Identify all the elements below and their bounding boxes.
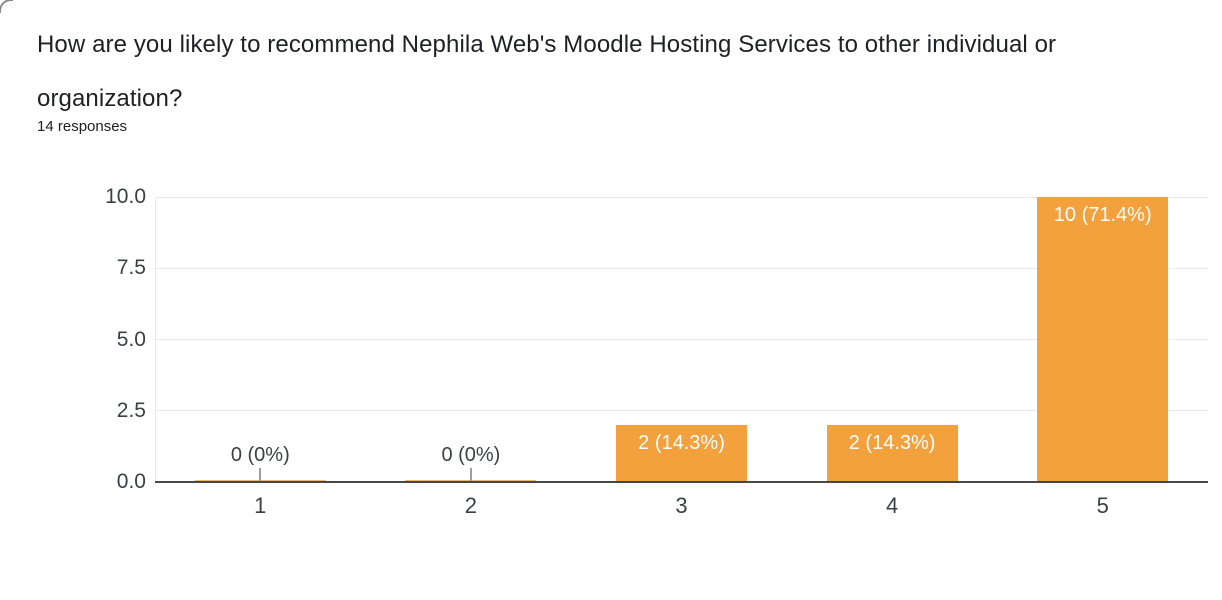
y-tick-label: 10.0	[105, 185, 146, 208]
x-axis-baseline	[155, 481, 1208, 483]
plot-area-left-border	[155, 197, 156, 482]
x-tick-label: 3	[675, 493, 688, 518]
annotation-leader-line	[259, 468, 262, 481]
card-rounded-corner	[0, 0, 13, 13]
x-tick-label: 5	[1096, 493, 1109, 518]
bar-value-label: 2 (14.3%)	[848, 432, 936, 454]
y-tick-label: 2.5	[116, 398, 146, 422]
bar[interactable]	[826, 425, 958, 482]
gridline	[155, 267, 1208, 269]
response-count: 14 responses	[37, 118, 128, 135]
bar-value-label: 2 (14.3%)	[638, 432, 725, 454]
x-tick-label: 1	[254, 493, 267, 518]
question-title: How are you likely to recommend Nephila …	[37, 31, 1057, 112]
bar-value-label: 10 (71.4%)	[1053, 204, 1152, 226]
annotation-leader-line	[469, 468, 472, 481]
gridline	[155, 410, 1208, 412]
y-tick-label: 0.0	[116, 470, 146, 493]
y-tick-label: 7.5	[116, 256, 146, 280]
bar[interactable]	[1037, 197, 1169, 482]
gridline	[155, 196, 1208, 198]
bar[interactable]	[616, 425, 747, 482]
x-tick-label: 4	[885, 493, 899, 518]
y-tick-label: 5.0	[116, 327, 146, 351]
bar-value-label: 0 (0%)	[441, 444, 501, 466]
x-tick-label: 2	[464, 493, 478, 518]
gridline	[155, 339, 1208, 340]
bar-value-label: 0 (0%)	[230, 444, 290, 466]
